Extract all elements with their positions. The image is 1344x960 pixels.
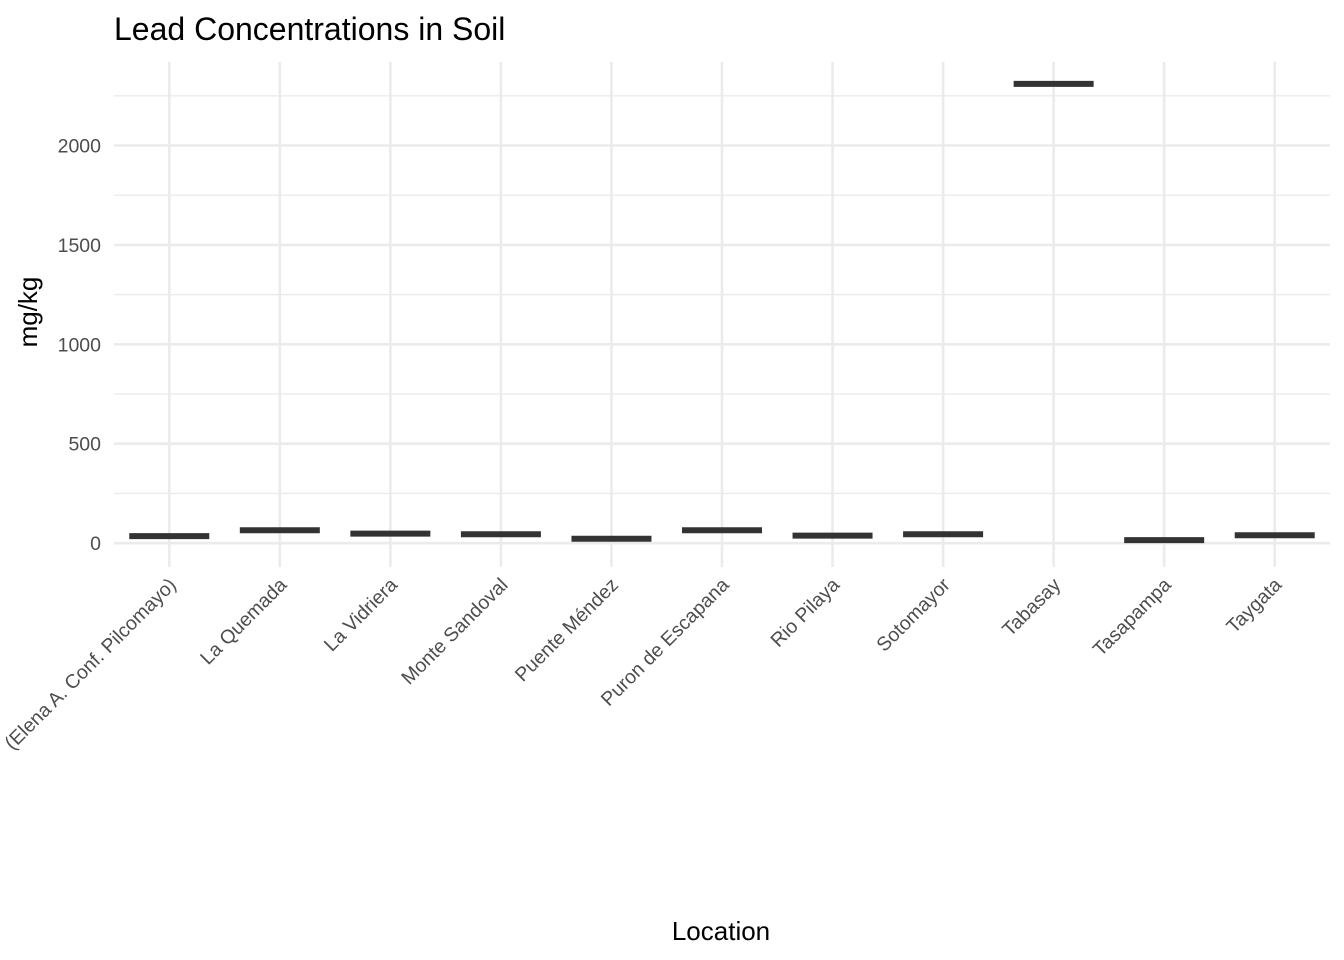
x-tick-label: Taygata [1222,574,1286,638]
x-tick-label: (Elena A. Conf. Pilcomayo) [0,574,180,754]
x-axis-ticks: (Elena A. Conf. Pilcomayo) La Quemada La V… [0,574,1286,755]
y-axis-ticks: 0 500 1000 1500 2000 [58,136,102,556]
y-tick-label: 500 [68,434,101,456]
x-tick-label: Tasapampa [1089,574,1176,661]
x-tick-label: Tabasay [998,574,1065,641]
x-tick-label: Sotomayor [872,574,955,657]
x-tick-label: Rio Pilaya [766,574,844,652]
x-tick-label: La Quemada [196,574,291,669]
y-axis-title: mg/kg [13,277,43,348]
y-tick-label: 1500 [58,235,102,257]
grid [114,62,1330,567]
y-tick-label: 0 [90,533,101,555]
x-tick-label: La Vidriera [320,574,402,656]
x-tick-label: Puente Méndez [511,574,623,686]
x-tick-label: Monte Sandoval [397,574,512,689]
y-tick-label: 1000 [58,334,102,356]
y-tick-label: 2000 [58,136,102,158]
data-marks [129,80,1315,544]
x-axis-title: Location [672,916,770,946]
chart-title: Lead Concentrations in Soil [114,11,505,47]
